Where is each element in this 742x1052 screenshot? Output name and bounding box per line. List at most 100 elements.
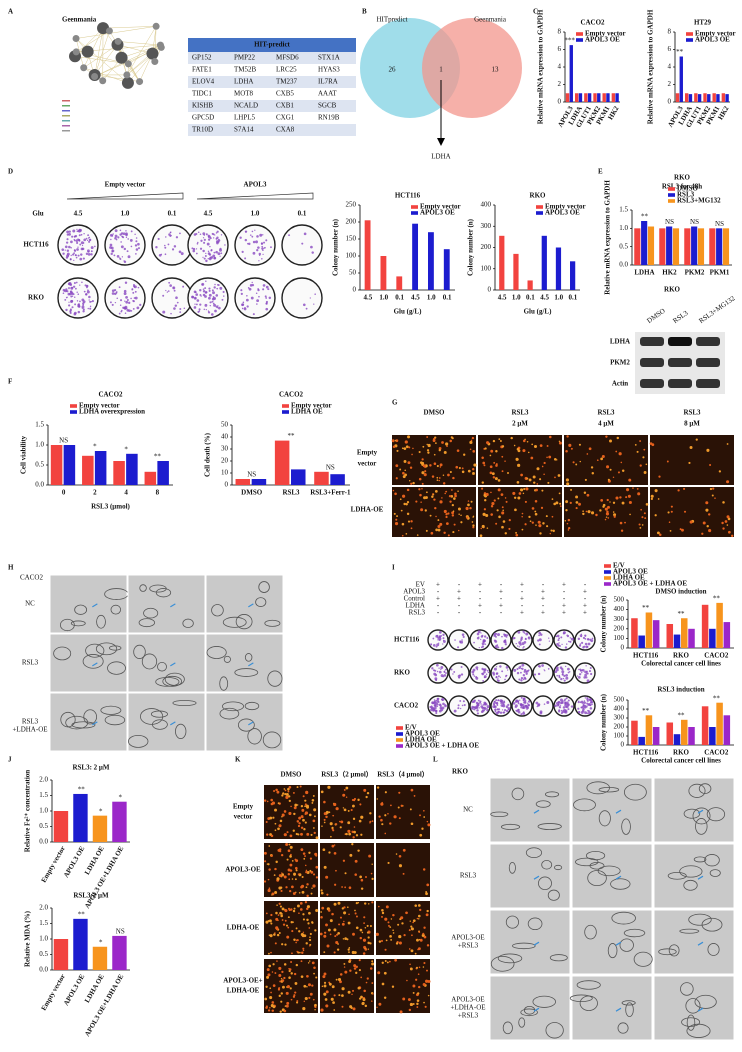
cell bbox=[296, 786, 299, 789]
cell bbox=[363, 989, 366, 993]
cell bbox=[681, 528, 684, 532]
cell bbox=[605, 512, 610, 516]
legend-label: LDHA OE bbox=[613, 574, 645, 582]
plate bbox=[469, 629, 491, 651]
em-structure bbox=[541, 860, 553, 870]
cell bbox=[335, 940, 339, 945]
cell bbox=[347, 829, 351, 833]
cell bbox=[590, 511, 595, 515]
cell bbox=[458, 529, 460, 532]
colony bbox=[437, 639, 439, 641]
em-image bbox=[489, 975, 571, 1041]
cell bbox=[566, 435, 569, 438]
colony bbox=[265, 307, 269, 311]
colony bbox=[65, 241, 69, 244]
colony bbox=[130, 245, 133, 248]
cell bbox=[617, 471, 620, 474]
colony bbox=[473, 675, 476, 677]
colony bbox=[518, 678, 521, 681]
cell bbox=[586, 493, 590, 497]
cell bbox=[390, 918, 393, 920]
cell bbox=[290, 805, 292, 808]
table-header bbox=[188, 38, 356, 52]
em-structure bbox=[576, 980, 601, 990]
colony bbox=[569, 637, 572, 639]
cell bbox=[355, 915, 358, 918]
colony bbox=[519, 699, 521, 701]
colony bbox=[482, 707, 484, 710]
cell bbox=[492, 439, 496, 443]
cell bbox=[409, 967, 413, 971]
cell bbox=[606, 510, 609, 514]
bar bbox=[443, 249, 450, 290]
cell bbox=[383, 996, 387, 999]
colony bbox=[494, 645, 498, 649]
cell bbox=[493, 499, 496, 502]
colony bbox=[249, 234, 252, 236]
cell bbox=[315, 976, 318, 979]
cell bbox=[545, 515, 548, 518]
colony bbox=[524, 704, 526, 706]
colony bbox=[208, 287, 211, 290]
cell bbox=[649, 442, 653, 445]
em-structure bbox=[695, 818, 708, 835]
colony bbox=[71, 235, 74, 238]
colony bbox=[434, 709, 438, 713]
bar bbox=[659, 228, 666, 265]
legend-label: APOL3 OE + LDHA OE bbox=[613, 580, 687, 588]
em-structure bbox=[100, 705, 122, 715]
colony bbox=[169, 284, 172, 287]
significance: * bbox=[124, 445, 128, 453]
y-axis-label: Cell death (%) bbox=[204, 432, 212, 477]
cell bbox=[287, 873, 291, 876]
cell bbox=[384, 948, 387, 951]
cell bbox=[371, 1000, 373, 1002]
colony bbox=[217, 305, 219, 307]
x-tick-label: LDHA bbox=[634, 269, 654, 277]
em-structure bbox=[520, 1008, 538, 1017]
cell bbox=[344, 937, 348, 940]
significance: * bbox=[119, 793, 123, 801]
cell bbox=[565, 509, 568, 512]
cell bbox=[536, 483, 539, 485]
cell bbox=[629, 513, 631, 516]
cell bbox=[643, 448, 646, 451]
cell bbox=[416, 938, 419, 942]
fluorescence-image bbox=[564, 487, 648, 537]
significance: * bbox=[99, 807, 103, 815]
y-axis-label: Colony number (n) bbox=[600, 693, 608, 751]
blot-band bbox=[696, 379, 720, 388]
cell bbox=[639, 464, 642, 467]
colony bbox=[505, 705, 509, 708]
bar bbox=[570, 261, 576, 290]
colony bbox=[584, 634, 587, 637]
colony bbox=[246, 294, 248, 297]
cell bbox=[495, 464, 498, 467]
cell bbox=[483, 508, 487, 511]
cell bbox=[482, 512, 486, 516]
x-axis-label: Glu (g/L) bbox=[394, 308, 422, 316]
cell bbox=[302, 1007, 306, 1011]
condition-sign: - bbox=[542, 602, 545, 610]
cell bbox=[331, 985, 335, 989]
cell bbox=[392, 929, 394, 932]
cell bbox=[538, 524, 542, 528]
bar bbox=[725, 94, 729, 102]
bar bbox=[92, 946, 108, 970]
colony bbox=[577, 637, 581, 641]
cell bbox=[351, 843, 354, 846]
cell bbox=[297, 952, 300, 954]
cell bbox=[425, 892, 428, 896]
cell bbox=[303, 857, 306, 860]
cell bbox=[706, 448, 710, 452]
em-arrow bbox=[533, 875, 540, 880]
cell bbox=[309, 960, 311, 962]
colony bbox=[64, 298, 67, 301]
colony bbox=[481, 672, 485, 676]
colony bbox=[576, 675, 579, 677]
cell bbox=[281, 813, 285, 817]
cell bbox=[583, 491, 587, 494]
bar bbox=[565, 93, 570, 102]
cell bbox=[431, 475, 435, 478]
cell bbox=[263, 799, 267, 802]
